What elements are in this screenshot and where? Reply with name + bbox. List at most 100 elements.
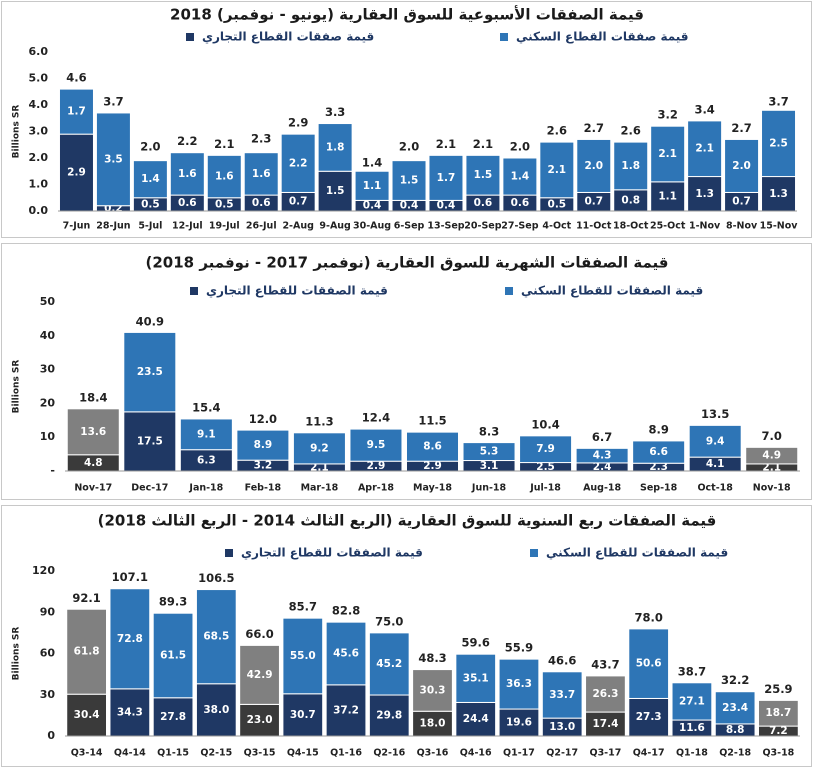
total-label: 43.7	[591, 657, 619, 671]
value-label: 27.1	[679, 695, 705, 707]
value-label: 2.0	[732, 160, 751, 172]
x-tick-label: Aug-18	[583, 483, 621, 494]
bar-segment	[66, 608, 108, 695]
bar-segment	[349, 428, 403, 462]
y-tick-label: 90	[40, 605, 56, 618]
value-label: 1.5	[400, 175, 419, 187]
value-label: 17.5	[137, 435, 163, 447]
x-tick-label: 4-Oct	[542, 221, 571, 232]
value-label: 3.2	[254, 460, 273, 472]
value-label: 0.4	[363, 200, 382, 212]
legend-swatch	[186, 33, 194, 41]
value-label: 61.8	[74, 646, 100, 658]
total-label: 7.0	[762, 429, 782, 443]
chart-title: قيمة الصفقات الأسبوعية للسوق العقارية (ي…	[170, 6, 644, 24]
x-tick-label: Q3-18	[762, 748, 794, 759]
value-label: 61.5	[160, 649, 186, 661]
x-tick-label: Q4-15	[287, 748, 319, 759]
bar-segment	[412, 669, 453, 712]
total-label: 2.9	[288, 116, 308, 130]
value-label: 27.3	[636, 711, 662, 723]
x-tick-label: 8-Nov	[726, 221, 758, 232]
total-label: 3.7	[103, 94, 123, 108]
legend-swatch	[190, 287, 198, 295]
total-label: 1.4	[362, 155, 382, 169]
value-label: 27.8	[160, 711, 186, 723]
value-label: 8.6	[423, 441, 442, 453]
bar-segment	[541, 671, 583, 719]
value-label: 2.1	[695, 143, 714, 155]
y-tick-label: 120	[32, 564, 55, 577]
value-label: 1.7	[437, 172, 456, 184]
x-tick-label: 30-Aug	[353, 221, 391, 232]
value-label: 2.5	[769, 137, 788, 149]
y-tick-label: 6.0	[29, 45, 49, 58]
x-tick-label: 7-Jun	[63, 221, 91, 232]
y-tick-label: 10	[40, 430, 56, 443]
bar-segment	[650, 181, 686, 212]
total-label: 2.6	[621, 124, 641, 138]
total-label: 15.4	[192, 400, 220, 414]
x-tick-label: Q4-17	[633, 748, 665, 759]
value-label: 9.5	[367, 439, 386, 451]
panel	[1, 1, 812, 238]
value-label: 0.6	[252, 197, 271, 209]
value-label: 5.3	[480, 446, 499, 458]
legend-swatch	[530, 549, 538, 557]
bar-segment	[628, 697, 670, 737]
x-tick-label: 26-Jul	[246, 221, 277, 232]
total-label: 2.6	[547, 124, 567, 138]
total-label: 12.0	[249, 412, 277, 426]
value-label: 1.3	[769, 188, 788, 200]
bar-segment	[671, 682, 713, 721]
bar-segment	[58, 133, 94, 212]
legend-label: قيمة صفقات القطاع السكني	[516, 30, 689, 44]
value-label: 2.1	[310, 461, 329, 473]
legend-swatch	[500, 33, 508, 41]
x-tick-label: Jul-18	[529, 483, 561, 494]
bar-segment	[95, 112, 131, 207]
x-tick-label: May-18	[413, 483, 452, 494]
bar-segment	[650, 125, 686, 183]
value-label: 18.7	[765, 707, 791, 719]
value-label: 0.5	[548, 198, 567, 210]
x-tick-label: Q3-15	[244, 748, 276, 759]
value-label: 2.0	[584, 160, 603, 172]
value-label: 1.6	[252, 168, 271, 180]
bar-segment	[239, 703, 280, 737]
total-label: 55.9	[505, 641, 533, 655]
value-label: 36.3	[506, 678, 532, 690]
value-label: 18.0	[420, 718, 446, 730]
total-label: 8.3	[479, 424, 499, 438]
bar-segment	[628, 628, 670, 699]
bar-segment	[195, 589, 237, 685]
value-label: 6.6	[649, 446, 668, 458]
legend-label: قيمة الصفقات للقطاع التجاري	[206, 284, 388, 298]
total-label: 106.5	[198, 571, 234, 585]
value-label: 33.7	[549, 689, 575, 701]
x-tick-label: Q2-15	[200, 748, 232, 759]
value-label: 23.5	[137, 366, 163, 378]
total-label: 85.7	[289, 600, 317, 614]
total-label: 107.1	[112, 570, 148, 584]
total-label: 38.7	[678, 664, 706, 678]
value-label: 1.8	[621, 160, 640, 172]
value-label: 1.4	[511, 171, 530, 183]
value-label: 7.9	[536, 443, 555, 455]
x-tick-label: Q4-16	[460, 748, 492, 759]
value-label: 4.9	[762, 450, 781, 462]
value-label: 2.5	[536, 461, 555, 473]
value-label: 72.8	[117, 633, 143, 645]
total-label: 89.3	[159, 595, 187, 609]
bar-segment	[498, 658, 540, 710]
y-tick-label: 40	[40, 329, 56, 342]
x-tick-label: Q1-17	[503, 748, 535, 759]
total-label: 10.4	[531, 417, 559, 431]
y-tick-label: 3.0	[29, 125, 49, 138]
y-tick-label: 0	[47, 729, 55, 742]
bar-segment	[714, 691, 756, 725]
total-label: 2.0	[399, 140, 419, 154]
value-label: 2.2	[289, 157, 308, 169]
value-label: 1.6	[215, 171, 234, 183]
bar-segment	[109, 588, 151, 690]
